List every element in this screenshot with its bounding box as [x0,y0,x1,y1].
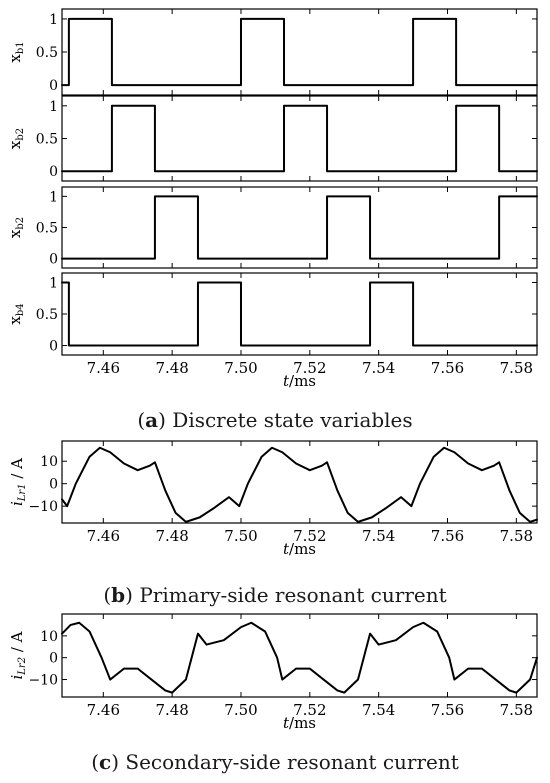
panel-5: 7.46 7.48 7.50 7.52 7.54 7.56 7.58 −10 0 10 iLr1 /… [8,440,538,558]
x-tick-label: 7.56 [431,701,464,719]
y-axis-label: xb2 [6,128,26,149]
caption-a-tag: a [145,408,159,432]
y-tick-label: 0 [49,339,58,355]
panel-6-frame [61,613,538,698]
y-tick-label: 1 [49,12,58,28]
x-tick-label: 7.46 [87,527,120,545]
panel-4-frame [61,272,538,356]
x-tick-label: 7.46 [87,359,120,377]
x-tick-label: 7.58 [500,359,533,377]
panel-2-frame [61,95,538,182]
series-line [61,621,538,694]
x-tick-label: 7.50 [224,701,257,719]
y-tick-label: 1 [49,189,58,205]
series-line [61,281,538,347]
x-axis-label-symbol: t [283,540,290,558]
x-axis-label: t/ms [283,372,316,390]
y-axis-label-subscript: b2 [15,217,26,230]
caption-b: (b) Primary-side resonant current [103,583,447,607]
y-tick-label: 0 [49,651,58,667]
y-tick-label: 10 [40,454,58,470]
y-axis-label-unit: / A [8,458,26,484]
series-line [61,17,538,87]
x-tick-label: 7.52 [293,359,326,377]
y-axis-label: xb1 [6,41,26,62]
y-axis-label-symbol: x [6,140,24,149]
y-tick-label: 0 [49,477,58,493]
x-tick-label: 7.48 [155,527,188,545]
panel-4: 7.46 7.48 7.50 7.52 7.54 7.56 7.58 0 0.5 1 xb4 t/ms [6,272,538,390]
series-line [61,104,538,173]
y-tick-label: 0 [49,252,58,268]
y-axis-label: xb2 [6,217,26,238]
x-tick-label: 7.54 [362,527,395,545]
x-axis-label-symbol: t [283,372,290,390]
y-axis-label-unit: / A [8,631,26,657]
x-tick-label: 7.56 [431,527,464,545]
y-axis-label-symbol: i [8,675,26,680]
y-tick-label: 1 [49,99,58,115]
x-tick-label: 7.52 [293,701,326,719]
panel-1: 0 0.5 1 xb1 [6,8,538,96]
y-tick-label: 0.5 [36,307,58,323]
y-axis-label: iLr2 / A [8,631,28,679]
y-tick-label: 0 [49,78,58,94]
y-tick-label: 10 [40,629,58,645]
x-tick-label: 7.58 [500,701,533,719]
x-tick-label: 7.54 [362,359,395,377]
caption-a: (a) Discrete state variables [137,408,413,432]
y-axis-label-symbol: x [6,54,24,63]
y-axis-label-subscript: Lr1 [17,483,28,502]
caption-c: (c) Secondary-side resonant current [91,750,459,774]
panel-3: 0 0.5 1 xb2 [6,186,538,269]
caption-c-text: Secondary-side resonant current [119,750,459,774]
x-axis-label-unit: /ms [289,714,316,732]
x-tick-label: 7.58 [500,527,533,545]
x-tick-label: 7.46 [87,701,120,719]
x-axis-label-symbol: t [283,714,290,732]
y-axis-label-symbol: i [8,501,26,506]
y-axis-label: iLr1 / A [8,458,28,506]
series-line [61,446,538,523]
caption-b-text: Primary-side resonant current [132,583,447,607]
y-tick-label: 0.5 [36,132,58,148]
y-axis-label-subscript: b2 [15,128,26,141]
y-axis-label-symbol: x [6,229,24,238]
panel-3-frame [61,186,538,269]
y-tick-label: −10 [28,673,58,689]
caption-b-tag: b [111,583,126,607]
x-tick-label: 7.48 [155,359,188,377]
series-line [61,195,538,260]
y-tick-label: 0.5 [36,221,58,237]
y-axis-label: xb4 [6,303,26,324]
x-axis-label: t/ms [283,540,316,558]
x-tick-label: 7.48 [155,701,188,719]
x-tick-label: 7.56 [431,359,464,377]
y-axis-label-subscript: b4 [15,303,26,316]
x-tick-label: 7.50 [224,359,257,377]
panel-6: 7.46 7.48 7.50 7.52 7.54 7.56 7.58 −10 0 10 iLr2 /… [8,613,538,732]
caption-a-text: Discrete state variables [165,408,413,432]
panel-5-frame [61,440,538,524]
x-axis-label-unit: /ms [289,540,316,558]
y-axis-label-symbol: x [6,316,24,325]
x-tick-label: 7.54 [362,701,395,719]
y-axis-label-subscript: Lr2 [17,657,28,676]
x-tick-label: 7.52 [293,527,326,545]
caption-c-tag: c [99,750,112,774]
y-axis-label-subscript: b1 [15,41,26,54]
x-axis-label: t/ms [283,714,316,732]
y-tick-label: 0 [49,164,58,180]
panel-1-frame [61,8,538,96]
y-tick-label: 0.5 [36,45,58,61]
x-tick-label: 7.50 [224,527,257,545]
panel-2: 0 0.5 1 xb2 [6,95,538,182]
y-tick-label: −10 [28,499,58,515]
x-axis-label-unit: /ms [289,372,316,390]
y-tick-label: 1 [49,275,58,291]
